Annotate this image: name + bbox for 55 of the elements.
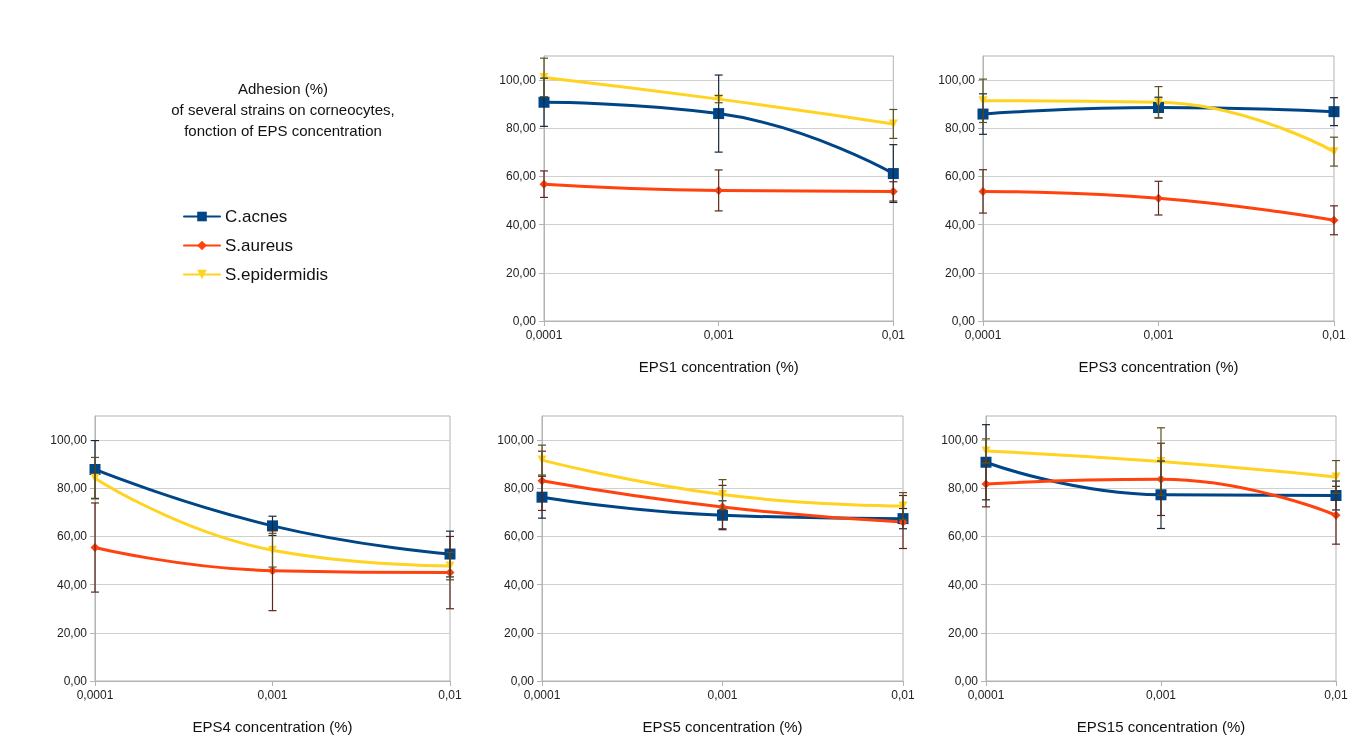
x-tick-label: 0,0001 (76, 688, 114, 702)
legend-label: C.acnes (225, 207, 288, 226)
y-tick-label: 20,00 (944, 265, 976, 280)
x-tick-label: 0,001 (703, 328, 734, 342)
y-tick-label: 0,00 (951, 314, 976, 328)
x-tick-label: 0,001 (707, 688, 738, 702)
y-tick-label: 20,00 (56, 625, 88, 640)
x-tick-label: 0,01 (881, 328, 906, 342)
y-tick-label: 0,00 (512, 314, 537, 328)
y-tick-label: 100,00 (938, 73, 976, 88)
x-tick-label: 0,0001 (525, 328, 563, 342)
y-tick-label: 80,00 (56, 481, 88, 496)
y-tick-label: 60,00 (503, 529, 535, 544)
y-tick-label: 40,00 (944, 217, 976, 232)
y-tick-label: 80,00 (505, 121, 537, 136)
y-tick-label: 80,00 (947, 481, 979, 496)
text: of several strains on corneocytes, fonction of EPS concentration (170, 100, 396, 141)
y-tick-label: 0,00 (63, 674, 88, 688)
x-tick-label: 0,01 (1322, 328, 1346, 342)
x-axis-title: EPS3 concentration (%) (1078, 358, 1239, 375)
y-tick-label: 40,00 (56, 577, 88, 592)
legend-label: S.epidermidis (225, 265, 328, 284)
y-tick-label: 0,00 (954, 674, 979, 688)
y-tick-label: 0,00 (510, 674, 535, 688)
x-tick-label: 0,0001 (964, 328, 1002, 342)
x-axis-title: EPS1 concentration (%) (638, 358, 799, 375)
x-tick-label: 0,01 (1324, 688, 1348, 702)
x-tick-label: 0,001 (1143, 328, 1174, 342)
x-tick-label: 0,01 (438, 688, 462, 702)
y-tick-label: 100,00 (499, 73, 537, 88)
legend-label: S.aureus (225, 236, 294, 255)
y-tick-label: 20,00 (505, 265, 537, 280)
y-tick-label: 100,00 (50, 433, 88, 448)
y-tick-label: 60,00 (947, 529, 979, 544)
y-tick-label: 40,00 (947, 577, 979, 592)
x-axis-title: EPS5 concentration (%) (642, 718, 803, 735)
y-tick-label: 100,00 (497, 433, 535, 448)
x-tick-label: 0,001 (257, 688, 288, 702)
y-tick-label: 40,00 (503, 577, 535, 592)
y-tick-label: 20,00 (503, 625, 535, 640)
x-axis-title: EPS15 concentration (%) (1076, 718, 1246, 735)
x-tick-label: 0,0001 (967, 688, 1005, 702)
y-tick-label: 20,00 (947, 625, 979, 640)
y-tick-label: 60,00 (505, 169, 537, 184)
x-tick-label: 0,001 (1145, 688, 1177, 702)
y-tick-label: 60,00 (944, 169, 976, 184)
x-tick-label: 0,01 (891, 688, 915, 702)
y-tick-label: 80,00 (503, 481, 535, 496)
y-tick-label: 40,00 (505, 217, 537, 232)
y-tick-label: 60,00 (56, 529, 88, 544)
x-axis-title: EPS4 concentration (%) (192, 718, 353, 735)
text: Adhesion (%) (236, 79, 329, 99)
x-tick-label: 0,0001 (523, 688, 561, 702)
y-tick-label: 80,00 (944, 121, 976, 136)
y-tick-label: 100,00 (941, 433, 979, 448)
